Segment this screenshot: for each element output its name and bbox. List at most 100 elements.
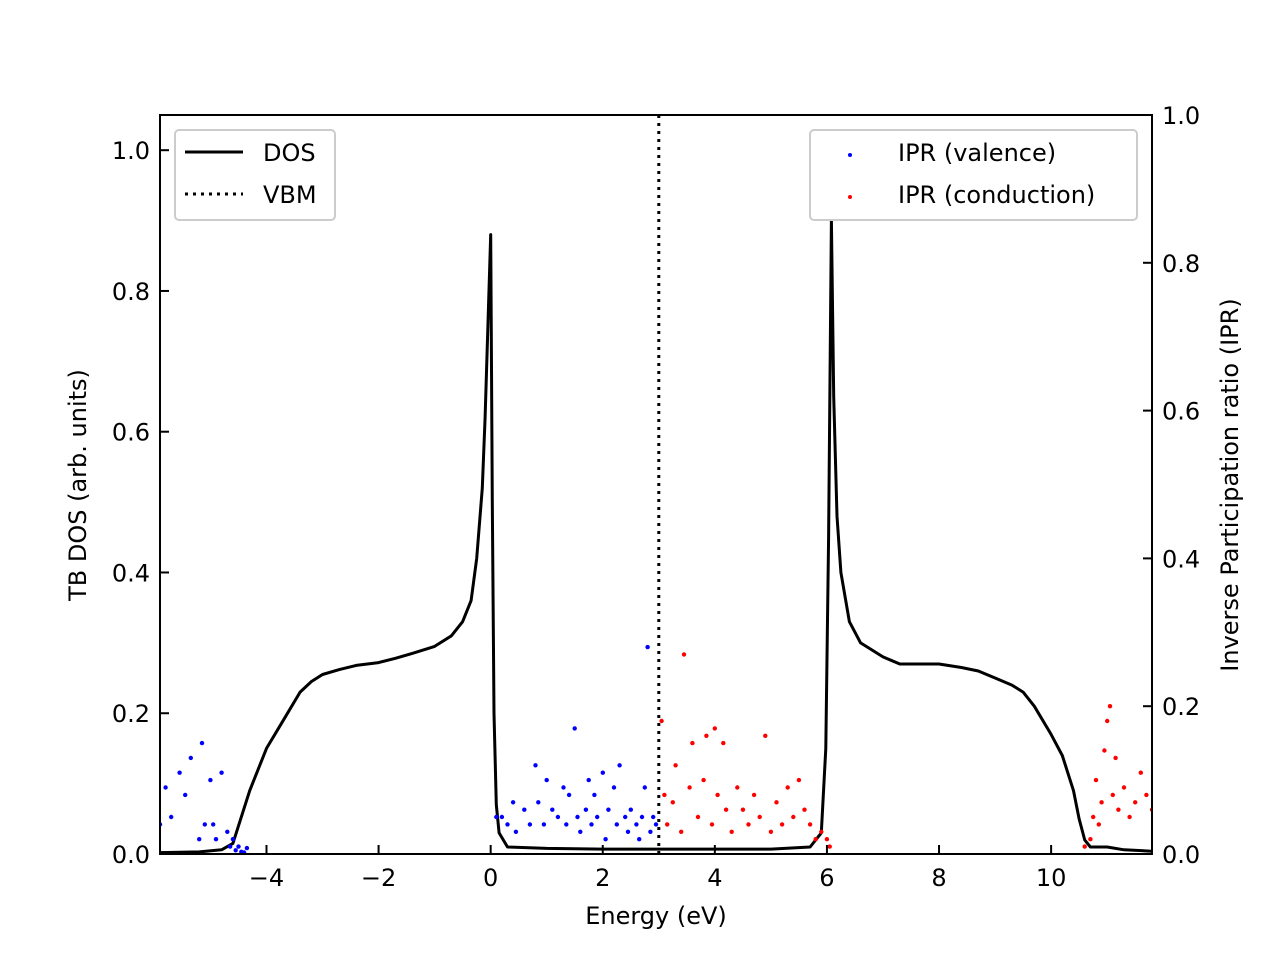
- legend-conduction-swatch: [848, 195, 852, 199]
- ipr-conduction-point: [746, 822, 751, 827]
- ipr-conduction-point: [785, 785, 790, 790]
- ipr-conduction-point: [701, 777, 706, 783]
- ipr-valence-point: [561, 785, 566, 790]
- x-axis-ticks: −4 −2 0 2 4 6 8 10: [249, 845, 1066, 892]
- x-tick-label: 2: [595, 864, 610, 892]
- ipr-conduction-point: [1107, 704, 1113, 709]
- ipr-conduction-point: [763, 733, 768, 738]
- ipr-conduction-point: [709, 822, 715, 827]
- ipr-conduction-point: [665, 822, 670, 827]
- ipr-valence-point: [583, 807, 589, 812]
- ipr-valence-point: [536, 800, 541, 805]
- ipr-conduction-point: [659, 718, 664, 724]
- ipr-valence-point: [586, 777, 591, 783]
- x-axis-label: Energy (eV): [585, 902, 727, 930]
- ipr-valence-point: [169, 814, 174, 820]
- legend-dos-label: DOS: [263, 139, 316, 167]
- ipr-valence-point: [606, 807, 611, 812]
- ipr-conduction-point: [802, 807, 807, 812]
- y2-tick-label: 0.8: [1162, 250, 1200, 278]
- ipr-conduction-point: [1093, 777, 1099, 783]
- legend-valence-swatch: [848, 153, 852, 157]
- ipr-conduction-point: [1127, 814, 1132, 820]
- ipr-conduction-point: [690, 740, 695, 746]
- ipr-valence-point: [611, 785, 617, 790]
- ipr-conduction-point: [1088, 837, 1093, 842]
- y-tick-label: 0.8: [112, 278, 150, 306]
- y-tick-label: 0.4: [112, 559, 150, 587]
- ipr-valence-point: [555, 814, 561, 820]
- ipr-valence-point: [639, 814, 645, 820]
- y-axis-ticks: 0.0 0.2 0.4 0.6 0.8 1.0: [112, 137, 169, 869]
- ipr-valence-point: [592, 792, 597, 798]
- ipr-valence-point: [533, 763, 538, 768]
- legend-right-box: [809, 129, 1138, 221]
- ipr-conduction-point: [1096, 822, 1102, 827]
- y2-axis-label: Inverse Participation ratio (IPR): [1216, 298, 1244, 671]
- ipr-valence-point: [211, 822, 216, 827]
- ipr-valence-point: [494, 814, 499, 820]
- ipr-valence-point: [566, 792, 572, 798]
- ipr-conduction-point: [1121, 785, 1127, 790]
- ipr-conduction-point: [1144, 792, 1149, 798]
- ipr-conduction-point: [715, 792, 720, 798]
- ipr-valence-point: [230, 837, 236, 842]
- ipr-valence-point: [513, 829, 519, 834]
- ipr-conduction-point: [813, 837, 818, 842]
- ipr-valence-point: [225, 829, 230, 834]
- ipr-valence-point: [617, 763, 622, 768]
- ipr-conduction-point: [735, 785, 740, 790]
- ipr-valence-point: [634, 822, 639, 827]
- ipr-valence-point: [527, 822, 533, 827]
- ipr-valence-point: [505, 822, 510, 827]
- ipr-conduction-point: [796, 777, 802, 783]
- ipr-valence-point: [628, 807, 633, 812]
- ipr-conduction-point: [1116, 807, 1121, 812]
- plot-area: [160, 115, 1152, 854]
- ipr-valence-point: [642, 785, 647, 790]
- y-tick-label: 0.2: [112, 700, 150, 728]
- ipr-conduction-point: [774, 800, 779, 805]
- ipr-valence-point: [578, 829, 583, 834]
- ipr-conduction-point: [1110, 792, 1116, 798]
- ipr-conduction-point: [712, 726, 717, 731]
- y2-axis-ticks: 0.0 0.2 0.4 0.6 0.8 1.0: [1143, 102, 1200, 869]
- ipr-conduction-point: [723, 807, 729, 812]
- ipr-valence-point: [522, 807, 527, 812]
- ipr-conduction-point: [721, 740, 726, 746]
- ipr-valence-point: [614, 822, 619, 827]
- ipr-valence-point: [227, 844, 233, 849]
- ipr-conduction-point: [681, 652, 687, 657]
- x-tick-label: 4: [707, 864, 722, 892]
- ipr-valence-point: [550, 807, 555, 812]
- ipr-conduction-point: [1091, 814, 1096, 820]
- y2-tick-label: 0.0: [1162, 841, 1200, 869]
- y-axis-label: TB DOS (arb. units): [64, 369, 92, 602]
- ipr-valence-point: [244, 845, 250, 851]
- ipr-valence-point: [177, 770, 182, 775]
- ipr-conduction-point: [704, 733, 709, 738]
- ipr-valence-point: [510, 800, 516, 805]
- ipr-valence-point: [208, 777, 213, 783]
- ipr-conduction-point: [1133, 800, 1138, 805]
- ipr-valence-point: [219, 770, 224, 775]
- ipr-conduction-point: [1082, 844, 1087, 849]
- ipr-conduction-point: [1113, 755, 1118, 761]
- ipr-valence-point: [603, 837, 608, 842]
- legend-vbm-label: VBM: [263, 181, 317, 209]
- ipr-conduction-point: [687, 785, 692, 790]
- ipr-conduction-point: [819, 829, 824, 834]
- x-tick-label: 0: [483, 864, 498, 892]
- ipr-valence-point: [213, 837, 219, 842]
- ipr-valence-point: [625, 829, 631, 834]
- ipr-conduction-point: [670, 800, 675, 805]
- ipr-valence-points: [160, 644, 659, 854]
- y-tick-label: 0.0: [112, 841, 150, 869]
- ipr-conduction-point: [751, 792, 757, 798]
- ipr-valence-point: [233, 848, 238, 853]
- ipr-conduction-point: [768, 829, 774, 834]
- dos-line: [160, 219, 1152, 854]
- ipr-valence-point: [645, 644, 650, 650]
- ipr-valence-point: [651, 814, 656, 820]
- axes-frame: [159, 114, 1153, 855]
